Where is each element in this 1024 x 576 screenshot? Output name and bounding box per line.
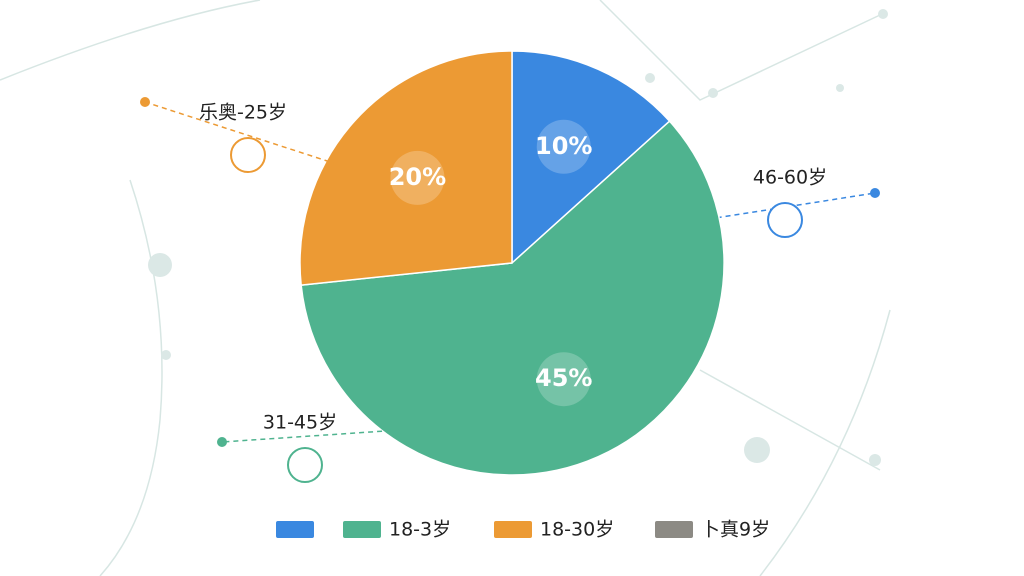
label-halo — [390, 150, 445, 205]
background-decoration — [0, 0, 891, 576]
legend-label: 18-3岁 — [389, 519, 451, 541]
callout-label: 46-60岁 — [753, 167, 827, 189]
callout-dot — [217, 437, 227, 447]
label-halo — [536, 352, 591, 407]
legend-label: 卜真9岁 — [701, 519, 770, 541]
legend-swatch — [494, 521, 532, 538]
callout-label: 31-45岁 — [263, 412, 337, 434]
legend-swatch — [655, 521, 693, 538]
legend: 18-3岁 18-30岁 卜真9岁 — [276, 519, 770, 541]
legend-label: 18-30岁 — [540, 519, 614, 541]
label-halo — [536, 119, 591, 174]
callout-line — [221, 429, 401, 443]
callout-icon — [767, 202, 803, 238]
callout-icon — [230, 137, 266, 173]
callout-dot — [140, 97, 150, 107]
value-label: 10% — [535, 132, 592, 160]
callout-label: 乐奥-25岁 — [199, 102, 287, 124]
callout-dot — [870, 188, 880, 198]
value-label: 45% — [535, 364, 592, 392]
pie-slice — [299, 50, 513, 286]
legend-swatch — [276, 521, 314, 538]
callout-icon — [287, 447, 323, 483]
pie-slice — [511, 50, 671, 265]
pie-slice — [300, 120, 725, 476]
callout-line — [144, 101, 356, 171]
legend-swatch — [343, 521, 381, 538]
value-label: 20% — [389, 163, 446, 191]
pie: 10% 46-60岁 45% 31-45岁 20% 乐奥-25岁 — [140, 50, 880, 483]
